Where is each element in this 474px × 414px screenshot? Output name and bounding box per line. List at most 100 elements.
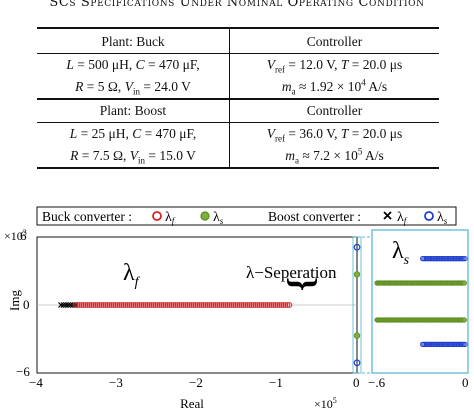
buck-lambda-f-point bbox=[286, 302, 293, 308]
buck-controller-header: Controller bbox=[229, 27, 439, 54]
buck-lambda-f-point bbox=[204, 302, 211, 308]
zoom-region bbox=[352, 236, 362, 374]
buck-lambda-f-point bbox=[176, 302, 183, 308]
buck-lambda-f-point bbox=[218, 302, 225, 308]
annotation-lambda-f: λf bbox=[123, 260, 141, 290]
buck-lambda-f-point bbox=[228, 302, 235, 308]
buck-lambda-f-point bbox=[110, 302, 117, 308]
buck-lambda-f-point bbox=[226, 302, 233, 308]
boost-lambda-f-point bbox=[65, 302, 72, 308]
buck-lambda-f-point bbox=[212, 302, 219, 308]
inset-annotation-lambda-s: λs bbox=[392, 238, 410, 268]
inset-x-tick-neg06: −.6 bbox=[368, 375, 386, 390]
cross-stroke bbox=[58, 302, 64, 308]
buck-lambda-f-point bbox=[198, 302, 205, 308]
legend-buck-lambda-f-label: λf bbox=[165, 210, 176, 226]
series-lambda-s-main bbox=[353, 243, 361, 367]
boost-plant-lc: L = 25 μH, C = 470 μF, bbox=[37, 122, 230, 145]
buck-lambda-f-point bbox=[120, 302, 127, 308]
buck-lambda-f-point bbox=[252, 302, 259, 308]
buck-lambda-s-point bbox=[353, 332, 361, 339]
inset-plot-area bbox=[371, 229, 469, 374]
buck-lambda-f-point bbox=[112, 302, 119, 308]
legend-boost-lambda-s-label: λs bbox=[437, 210, 448, 226]
buck-lambda-f-point bbox=[272, 302, 279, 308]
buck-lambda-f-point bbox=[168, 302, 175, 308]
buck-lambda-f-point bbox=[74, 302, 81, 308]
buck-lambda-f-point bbox=[116, 302, 123, 308]
buck-lambda-f-point bbox=[260, 302, 267, 308]
x-ticks: −4 −3 −2 −1 0 bbox=[29, 375, 360, 390]
buck-lambda-f-point bbox=[174, 302, 181, 308]
buck-lambda-f-point bbox=[124, 302, 131, 308]
cross-stroke bbox=[60, 302, 67, 308]
buck-lambda-f-point bbox=[280, 302, 287, 308]
buck-lambda-f-point bbox=[106, 302, 113, 308]
buck-lambda-f-point bbox=[170, 302, 177, 308]
boost-row-2: R = 7.5 Ω, Vin = 15.0 V ma ≈ 7.2 × 105 A… bbox=[37, 145, 439, 169]
buck-lambda-f-point bbox=[194, 302, 201, 308]
buck-lambda-f-point bbox=[282, 302, 289, 308]
cross-stroke bbox=[67, 302, 74, 308]
buck-lambda-f-point bbox=[126, 302, 133, 308]
boost-lambda-f-point bbox=[62, 302, 69, 308]
x-exponent: ×105 bbox=[314, 396, 337, 411]
table-caption: SCs Specifications Under Nominal Operati… bbox=[49, 0, 425, 10]
legend-boost-lambda-s-marker bbox=[424, 211, 434, 221]
legend-buck-lambda-s-marker bbox=[200, 211, 210, 221]
buck-header-row: Plant: Buck Controller bbox=[37, 27, 439, 54]
buck-lambda-f-point bbox=[236, 302, 243, 308]
buck-lambda-f-point bbox=[158, 302, 165, 308]
buck-lambda-f-point bbox=[234, 302, 241, 308]
buck-lambda-f-point bbox=[256, 302, 263, 308]
boost-lambda-f-point bbox=[58, 302, 64, 308]
buck-lambda-f-point bbox=[98, 302, 105, 308]
buck-lambda-f-point bbox=[166, 302, 173, 308]
buck-lambda-f-point bbox=[224, 302, 231, 308]
buck-lambda-f-point bbox=[142, 302, 149, 308]
boost-row-1: L = 25 μH, C = 470 μF, Vref = 36.0 V, T … bbox=[37, 122, 439, 145]
buck-lambda-f-point bbox=[250, 302, 257, 308]
y-axis-label: Img bbox=[7, 290, 22, 311]
buck-lambda-f-point bbox=[278, 302, 285, 308]
buck-lambda-f-point bbox=[254, 302, 261, 308]
buck-lambda-f-point bbox=[102, 302, 109, 308]
buck-lambda-f-point bbox=[220, 302, 227, 308]
buck-lambda-f-point bbox=[270, 302, 277, 308]
inset-point bbox=[461, 317, 467, 323]
buck-lambda-f-point bbox=[268, 302, 275, 308]
legend-box bbox=[36, 206, 457, 226]
buck-lambda-f-point bbox=[240, 302, 247, 308]
buck-lambda-f-point bbox=[92, 302, 99, 308]
buck-lambda-f-point bbox=[128, 302, 135, 308]
x-tick-0: 0 bbox=[353, 375, 360, 390]
buck-lambda-f-point bbox=[88, 302, 95, 308]
buck-lambda-f-point bbox=[190, 302, 197, 308]
buck-lambda-f-point bbox=[122, 302, 129, 308]
buck-lambda-f-point bbox=[182, 302, 189, 308]
buck-lambda-f-point bbox=[284, 302, 291, 308]
buck-plant-header: Plant: Buck bbox=[37, 27, 230, 54]
buck-lambda-f-point bbox=[150, 302, 157, 308]
buck-lambda-f-point bbox=[134, 302, 141, 308]
buck-lambda-f-point bbox=[196, 302, 203, 308]
inset-x-tick-0: 0 bbox=[462, 375, 469, 390]
buck-lambda-f-point bbox=[86, 302, 93, 308]
buck-lambda-f-point bbox=[222, 302, 229, 308]
boost-header-row: Plant: Boost Controller bbox=[37, 98, 439, 123]
y-tick-neg6: −6 bbox=[16, 364, 30, 379]
buck-controller-ma: ma ≈ 1.92 × 104 A/s bbox=[281, 77, 388, 97]
boost-lambda-f-point bbox=[60, 302, 67, 308]
buck-lambda-f-point bbox=[200, 302, 207, 308]
buck-lambda-s-point bbox=[353, 271, 361, 278]
pole-map-figure: Buck converter : λf λs Boost converter :… bbox=[4, 206, 469, 411]
boost-plant-header: Plant: Boost bbox=[37, 98, 230, 123]
x-tick-neg1: −1 bbox=[269, 375, 283, 390]
buck-lambda-f-point bbox=[72, 302, 79, 308]
boost-lambda-s-point bbox=[353, 243, 361, 251]
buck-row-2: R = 5 Ω, Vin = 24.0 V ma ≈ 1.92 × 104 A/… bbox=[37, 76, 439, 99]
buck-lambda-f-point bbox=[178, 302, 185, 308]
buck-row-1: L = 500 μH, C = 470 μF, Vref = 12.0 V, T… bbox=[37, 53, 439, 76]
legend-buck-label: Buck converter : bbox=[42, 209, 132, 224]
buck-lambda-f-point bbox=[132, 302, 139, 308]
